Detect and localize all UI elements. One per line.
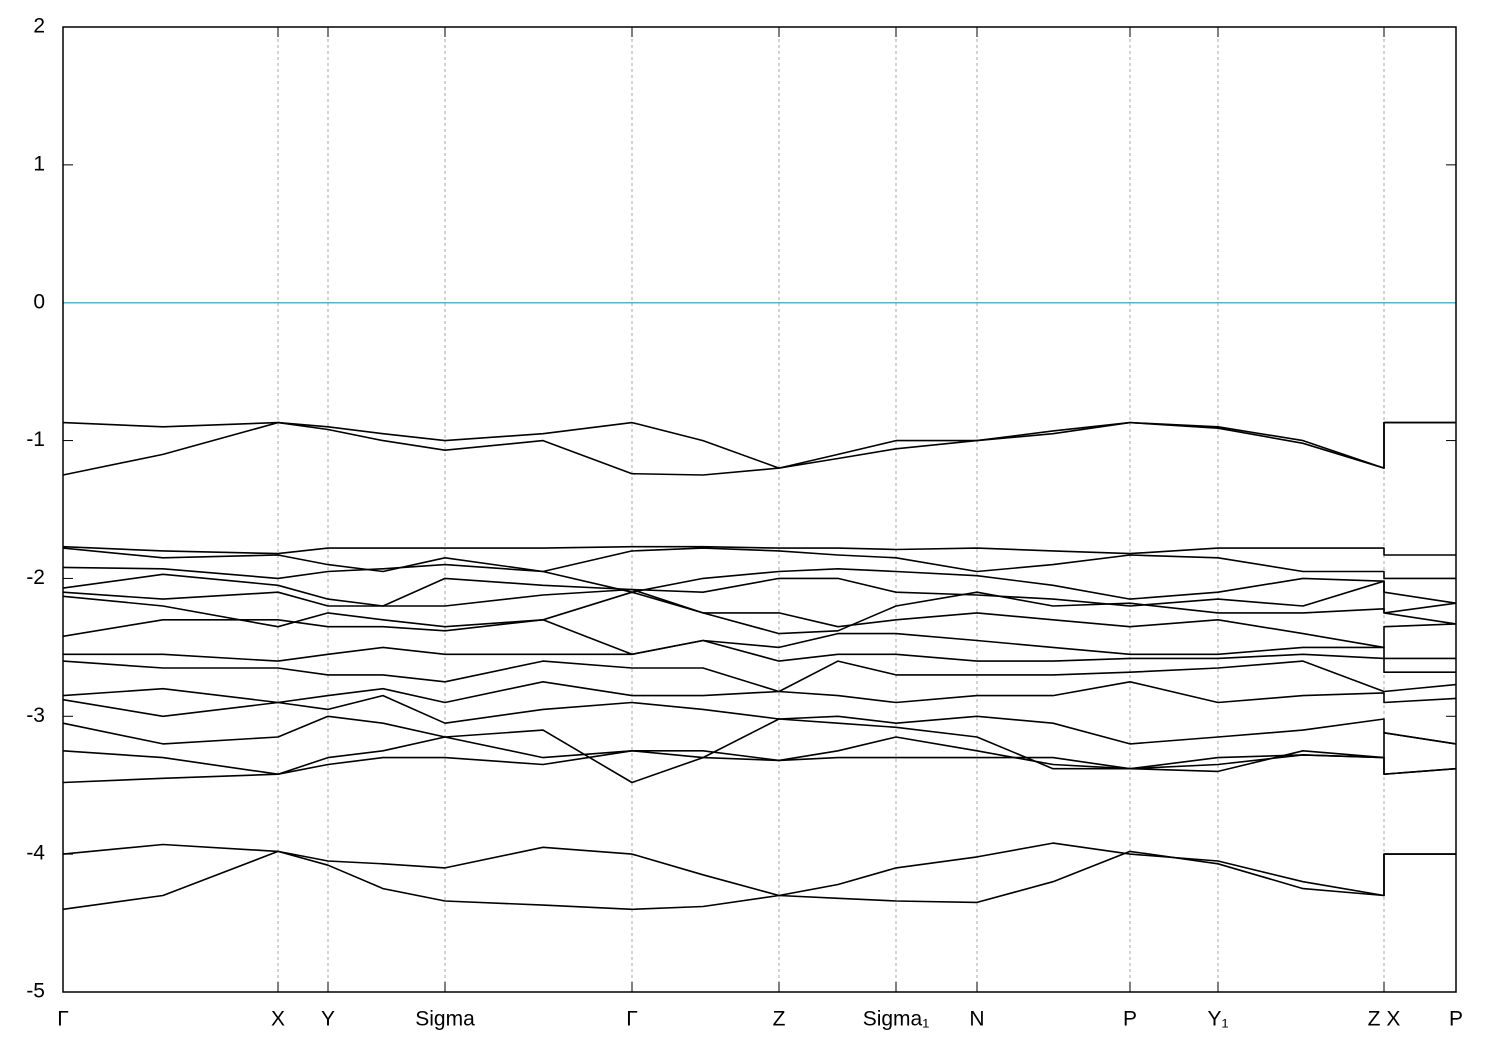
x-tick-label: Sigma₁ (863, 1008, 930, 1031)
band-line (62, 618, 1456, 660)
x-tick-label: N (969, 1008, 984, 1031)
x-tick-label: P (1123, 1008, 1137, 1031)
band-line (62, 591, 1457, 649)
band-line (62, 547, 1456, 580)
x-tick-label: Γ (57, 1008, 69, 1031)
band-line (62, 715, 1457, 770)
x-tick-label: Y (321, 1008, 335, 1031)
band-line (62, 842, 1456, 897)
x-tick-label: Y₁ (1207, 1008, 1228, 1031)
band-line (62, 850, 1456, 911)
y-tick-label: 0 (33, 290, 45, 313)
x-tick-label: X (271, 1008, 285, 1031)
band-line (63, 639, 1456, 674)
x-tick-label: Sigma (415, 1008, 475, 1031)
band-line (62, 749, 1457, 776)
band-line (62, 421, 1456, 469)
band-line (62, 421, 1456, 476)
y-tick-label: -2 (26, 566, 45, 589)
band-line (62, 545, 1456, 556)
plot-frame (62, 26, 1457, 993)
x-tick-label: Γ (626, 1008, 638, 1031)
band-line (62, 694, 1457, 745)
x-tick-label: Z (773, 1008, 786, 1031)
y-tick-label: -3 (26, 704, 45, 727)
y-tick-label: -4 (26, 842, 45, 865)
band-line (62, 573, 1457, 614)
y-tick-label: 1 (33, 152, 45, 175)
y-tick-label: -1 (26, 428, 45, 451)
band-line (62, 563, 1457, 604)
band-line (62, 588, 1457, 635)
band-line (62, 660, 1457, 693)
band-line (62, 680, 1457, 704)
y-tick-label: -5 (26, 980, 45, 1003)
y-tick-label: 2 (33, 15, 45, 38)
band-line (62, 718, 1457, 784)
x-tick-label: P (1449, 1008, 1463, 1031)
x-tick-label: Z X (1368, 1008, 1401, 1031)
